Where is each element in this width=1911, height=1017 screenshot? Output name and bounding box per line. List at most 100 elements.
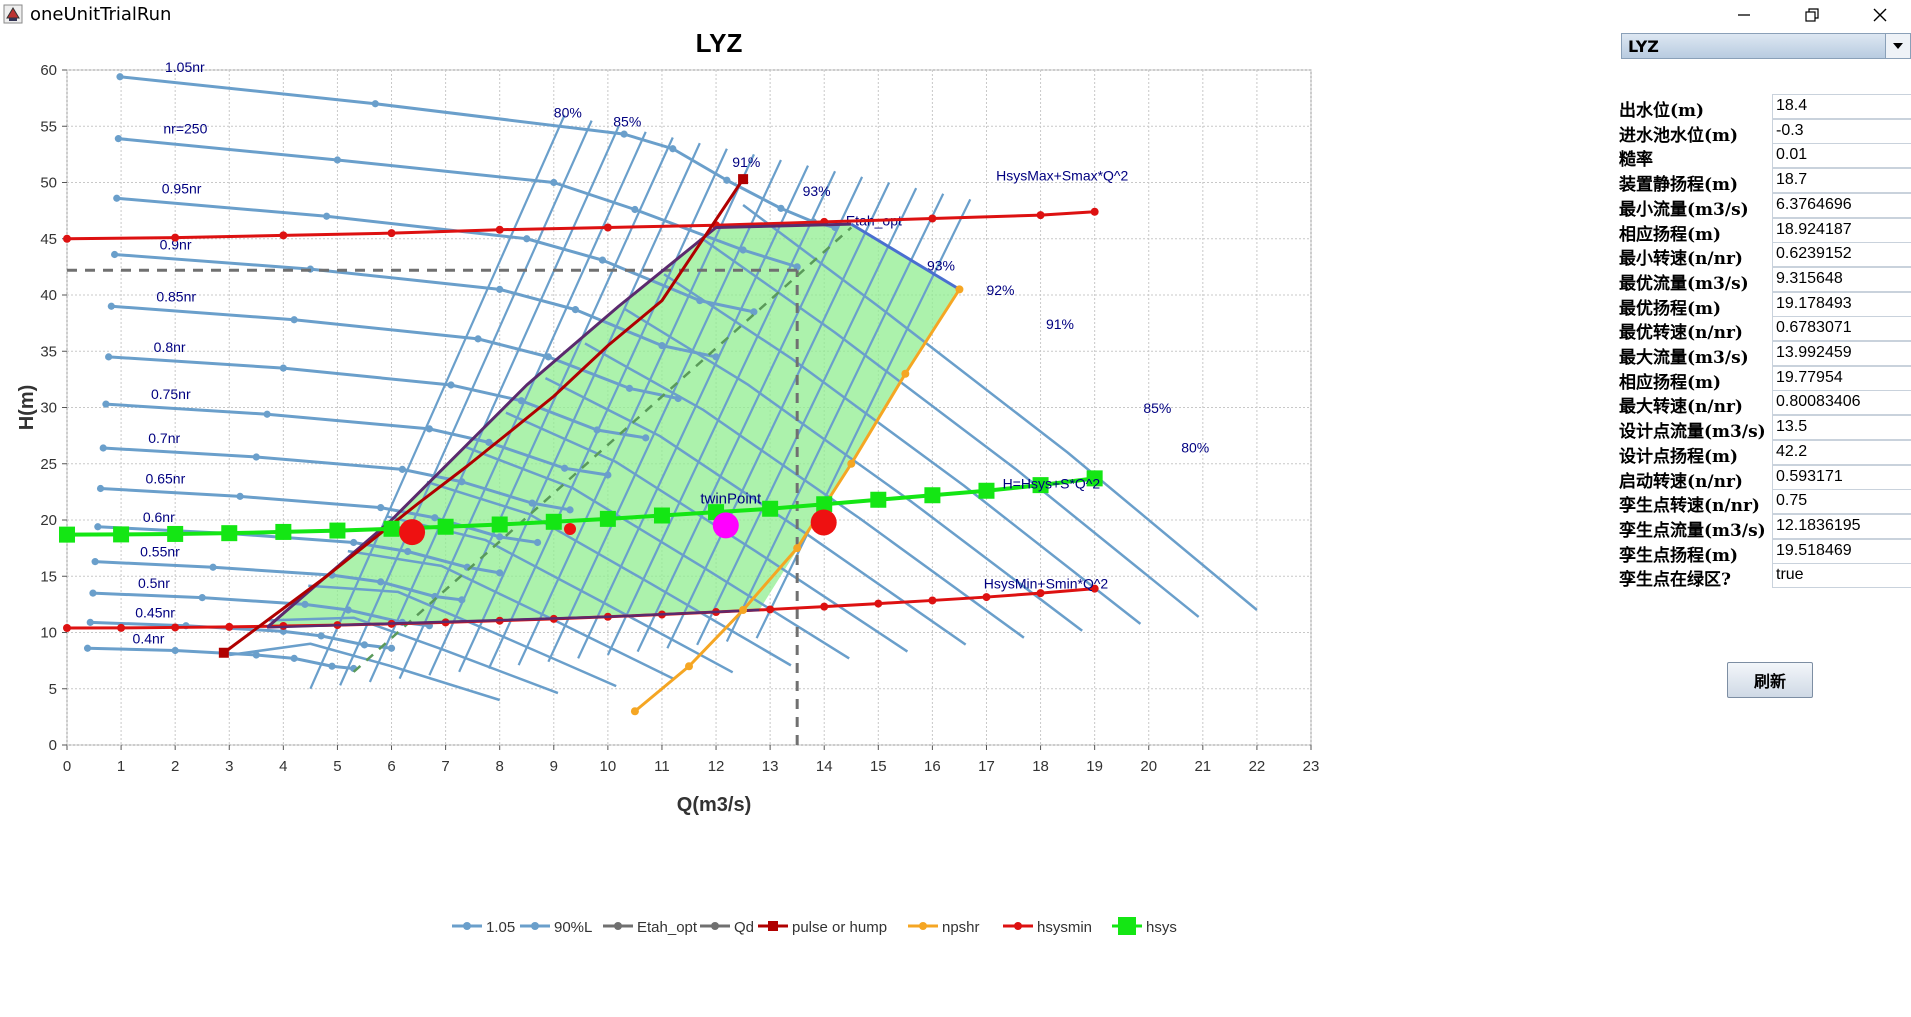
speed-label: 0.55nr <box>140 544 180 560</box>
param-label: 最小转速(n/nr) <box>1619 249 1743 270</box>
param-value-field[interactable]: 18.4 <box>1772 94 1911 119</box>
param-value-field[interactable]: 42.2 <box>1772 439 1911 465</box>
param-row: 相应扬程(m) 19.77954 <box>1619 364 1911 394</box>
speed-curve-point <box>301 600 309 608</box>
speed-curve-point <box>86 618 94 626</box>
legend-marker <box>1118 917 1136 935</box>
param-label: 最小流量(m3/s) <box>1619 199 1749 220</box>
param-value-field[interactable]: 0.6239152 <box>1772 242 1911 268</box>
minimize-button[interactable] <box>1714 0 1774 30</box>
param-label: 装置静扬程(m) <box>1619 175 1739 196</box>
param-value-field[interactable]: 0.01 <box>1772 143 1911 169</box>
param-value-field[interactable]: 0.6783071 <box>1772 316 1911 342</box>
param-value-field[interactable]: 12.1836195 <box>1772 513 1911 539</box>
hsysmin-point <box>1090 584 1099 593</box>
legend-label: hsysmin <box>1037 919 1092 936</box>
param-value-field[interactable]: 13.992459 <box>1772 341 1911 366</box>
speed-curve-point <box>496 569 504 577</box>
param-label: 最优流量(m3/s) <box>1619 273 1749 294</box>
param-row: 最大流量(m3/s) 13.992459 <box>1619 339 1911 369</box>
param-label: 最大流量(m3/s) <box>1619 348 1749 368</box>
speed-curve-point <box>458 478 466 486</box>
refresh-button[interactable]: 刷新 <box>1727 662 1813 698</box>
speed-label: 0.7nr <box>148 430 180 446</box>
param-label: 最优转速(n/nr) <box>1619 323 1743 344</box>
speed-label: 0.4nr <box>133 630 165 646</box>
window-titlebar: oneUnitTrialRun <box>0 0 1911 30</box>
hsys-point <box>816 496 833 513</box>
param-label: 进水池水位(m) <box>1619 125 1739 146</box>
speed-curve <box>114 253 717 359</box>
param-row: 孪生点流量(m3/s) 12.1836195 <box>1619 512 1911 542</box>
speed-curve-point <box>114 135 122 143</box>
x-tick-label: 20 <box>1140 758 1157 775</box>
param-value-field[interactable]: true <box>1772 563 1911 589</box>
station-select-value: LYZ <box>1628 37 1659 56</box>
speed-curve-point <box>474 335 482 343</box>
param-value-field[interactable]: 19.518469 <box>1772 538 1911 564</box>
speed-curve-point <box>431 514 439 522</box>
x-tick-label: 15 <box>870 758 887 775</box>
speed-curve-point <box>625 384 634 392</box>
hsys-point <box>59 526 75 543</box>
speed-curve-point <box>91 558 99 566</box>
speed-curve-point <box>533 538 542 547</box>
speed-curve-point <box>642 434 650 442</box>
speed-curve-point <box>598 256 607 264</box>
speed-grid-line <box>309 114 566 690</box>
param-value-field[interactable]: 13.5 <box>1772 415 1911 441</box>
close-button[interactable] <box>1850 0 1910 30</box>
param-value-field[interactable]: 9.315648 <box>1772 266 1911 292</box>
region-boundary-left <box>266 222 852 629</box>
param-row: 出水位(m) 18.4 <box>1619 92 1911 122</box>
param-value-field[interactable]: 19.178493 <box>1772 291 1911 317</box>
hsysmax-point <box>495 225 504 234</box>
speed-curve-point <box>371 100 379 108</box>
param-label: 启动转速(n/nr) <box>1619 471 1743 492</box>
dropdown-arrow-button[interactable] <box>1885 34 1910 58</box>
efficiency-label: 85% <box>1143 400 1171 416</box>
param-value-field[interactable]: 0.75 <box>1772 489 1911 515</box>
speed-label: 1.05nr <box>165 59 205 75</box>
speed-curve-point <box>544 353 552 361</box>
x-tick-label: 23 <box>1303 758 1320 775</box>
speed-grid-line <box>696 187 918 646</box>
param-value-field[interactable]: 18.924187 <box>1772 217 1911 243</box>
hsysmin-point <box>1036 589 1045 598</box>
region-boundary-bottom <box>267 608 760 629</box>
speed-label: 0.5nr <box>138 575 170 591</box>
x-tick-label: 9 <box>550 758 558 775</box>
station-select[interactable]: LYZ <box>1621 33 1911 59</box>
iso-efficiency-line <box>505 411 909 653</box>
legend-label: 1.05 <box>486 919 515 936</box>
param-value-field[interactable]: 19.77954 <box>1772 365 1911 391</box>
pump-performance-chart[interactable]: 0 1 2 3 4 5 6 7 8 9 10 11 12 13 14 15 16 17 18 19 20 21 22 2305… <box>0 28 1611 1012</box>
legend-marker <box>1014 922 1022 930</box>
param-label: 设计点流量(m3/s) <box>1619 422 1766 443</box>
hsys-point <box>275 523 292 540</box>
restore-button[interactable] <box>1782 0 1842 30</box>
legend-marker <box>463 922 471 930</box>
param-value-field[interactable]: 18.7 <box>1772 168 1911 194</box>
speed-curve-point <box>107 302 115 310</box>
speed-curve-point <box>377 504 385 512</box>
hsysmin-point <box>766 605 775 614</box>
param-value-field[interactable]: 6.3764696 <box>1772 192 1911 218</box>
speed-curve-point <box>102 400 110 408</box>
param-value-field[interactable]: 0.593171 <box>1772 464 1911 490</box>
speed-curve <box>119 75 836 229</box>
speed-curve-point <box>113 194 121 202</box>
y-tick-label: 40 <box>40 287 57 304</box>
hsysmin-point <box>171 623 180 632</box>
hsysmax-point <box>1090 207 1099 216</box>
y-tick-label: 60 <box>40 62 57 79</box>
speed-curve-point <box>777 204 785 212</box>
param-value-field[interactable]: 0.80083406 <box>1772 390 1911 416</box>
twin-point <box>712 512 739 539</box>
hsys-point <box>113 526 130 543</box>
efficiency-label: 91% <box>1046 316 1074 332</box>
x-tick-label: 22 <box>1249 758 1266 775</box>
param-value-field[interactable]: -0.3 <box>1772 118 1911 144</box>
hsys-point <box>1032 477 1049 494</box>
speed-curve <box>111 304 679 400</box>
